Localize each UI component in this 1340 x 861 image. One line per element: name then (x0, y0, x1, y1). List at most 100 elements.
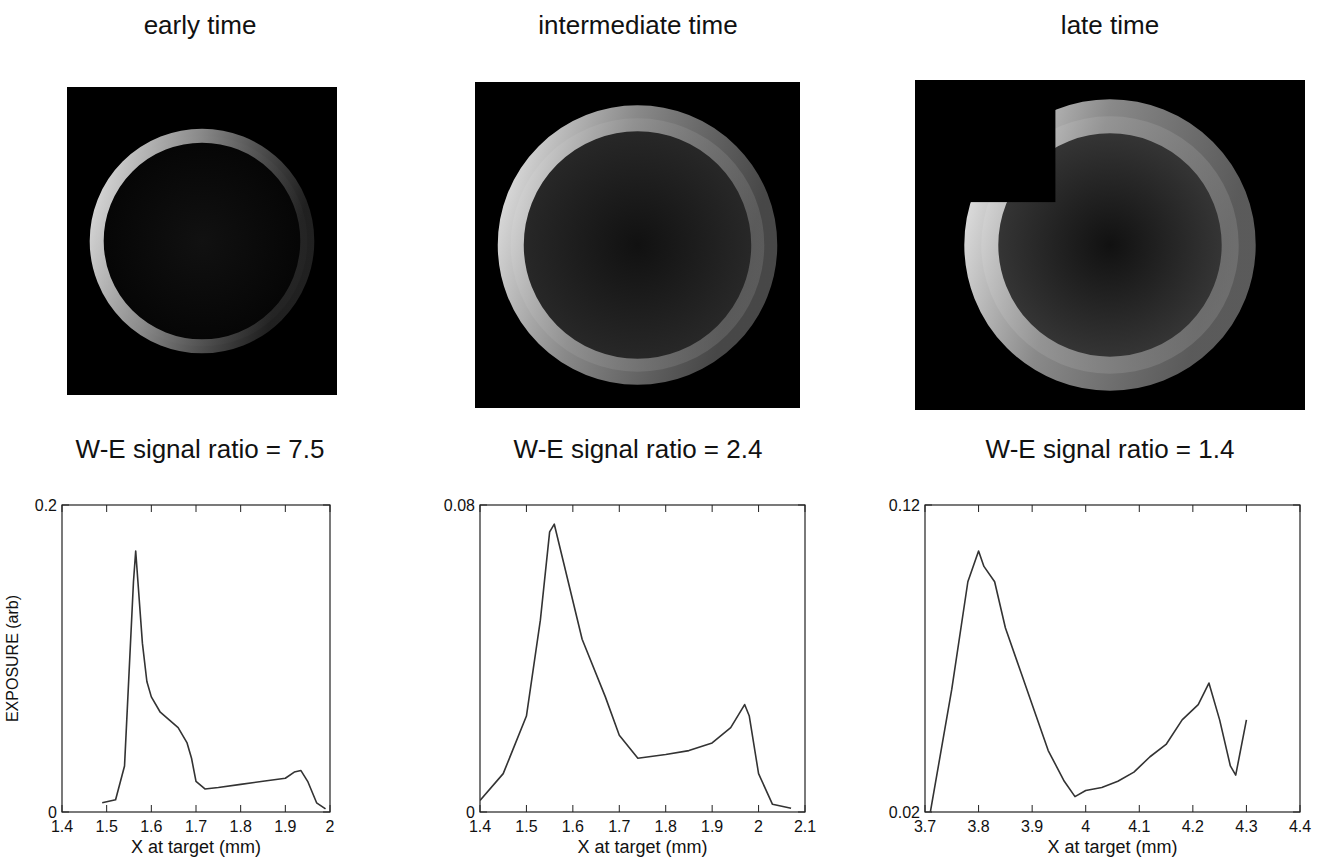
image-ring (511, 118, 765, 372)
plot-frame (480, 505, 805, 812)
x-axis-label: X at target (mm) (131, 837, 261, 857)
x-tick (330, 505, 331, 512)
x-tick-label: 3.9 (1021, 818, 1043, 835)
x-tick-label: 4 (1081, 818, 1090, 835)
x-tick-label: 2.1 (794, 818, 816, 835)
x-tick-label: 1.9 (274, 818, 296, 835)
y-tick (323, 812, 330, 813)
x-tick-label: 4.4 (1289, 818, 1311, 835)
data-line (480, 524, 791, 808)
y-tick-label: 0.12 (889, 497, 920, 514)
x-tick (805, 505, 806, 512)
y-tick (925, 505, 932, 506)
x-tick (240, 805, 241, 812)
x-tick-label: 1.8 (230, 818, 252, 835)
panel-title: intermediate time (538, 10, 737, 40)
panel: late timeW-E signal ratio = 1.43.73.83.9… (889, 10, 1311, 857)
x-tick-label: 1.6 (140, 818, 162, 835)
x-tick-label: 4.1 (1128, 818, 1150, 835)
x-tick-label: 2 (754, 818, 763, 835)
x-tick (805, 805, 806, 812)
annotation: W-E signal ratio = 1.4 (986, 434, 1235, 464)
x-tick (758, 805, 759, 812)
y-tick (1293, 505, 1300, 506)
annotation: W-E signal ratio = 2.4 (514, 434, 763, 464)
x-axis-label: X at target (mm) (1047, 837, 1177, 857)
y-tick-label: 0 (466, 804, 475, 821)
x-tick (665, 505, 666, 512)
x-tick (978, 505, 979, 512)
x-tick (151, 505, 152, 512)
y-tick (62, 505, 69, 506)
x-tick (925, 805, 926, 812)
y-tick-label: 0.08 (444, 497, 475, 514)
x-tick (1032, 805, 1033, 812)
x-tick (285, 805, 286, 812)
x-tick-label: 1.9 (701, 818, 723, 835)
x-tick (572, 805, 573, 812)
panel-title: early time (144, 10, 257, 40)
x-tick (1032, 505, 1033, 512)
x-tick (330, 805, 331, 812)
x-tick (62, 505, 63, 512)
image-background (915, 80, 1305, 410)
x-tick (1300, 505, 1301, 512)
y-tick (798, 505, 805, 506)
y-tick (323, 505, 330, 506)
x-tick (1139, 505, 1140, 512)
x-tick-label: 1.5 (515, 818, 537, 835)
y-tick-label: 0.02 (889, 804, 920, 821)
x-tick (619, 505, 620, 512)
x-tick (758, 505, 759, 512)
y-tick (62, 812, 69, 813)
panel-title: late time (1061, 10, 1159, 40)
image-background (67, 87, 337, 395)
x-tick (196, 805, 197, 812)
plot-area (102, 551, 325, 809)
y-tick (1293, 812, 1300, 813)
x-tick (1192, 805, 1193, 812)
x-tick (572, 505, 573, 512)
plot-area (480, 524, 791, 808)
x-tick (1192, 505, 1193, 512)
x-tick (1246, 505, 1247, 512)
x-tick (526, 505, 527, 512)
x-tick (1300, 805, 1301, 812)
annotation: W-E signal ratio = 7.5 (76, 434, 325, 464)
plot-frame (62, 505, 330, 812)
image-background (475, 82, 800, 408)
x-tick-label: 1.7 (185, 818, 207, 835)
x-tick-label: 3.8 (967, 818, 989, 835)
panel: intermediate time W-E signal ratio = 2.4 1… (444, 10, 816, 857)
x-tick (665, 805, 666, 812)
x-tick (106, 805, 107, 812)
image-ring (97, 136, 308, 347)
figure: early timeW-E signal ratio = 7.51.41.51.… (0, 0, 1340, 861)
x-tick (285, 505, 286, 512)
x-tick (106, 505, 107, 512)
x-tick (62, 805, 63, 812)
x-tick (1085, 505, 1086, 512)
x-tick (978, 805, 979, 812)
x-tick-label: 1.5 (96, 818, 118, 835)
x-tick (1085, 805, 1086, 812)
x-tick (240, 505, 241, 512)
x-tick-label: 1.8 (655, 818, 677, 835)
x-tick (1246, 805, 1247, 812)
plot-frame (925, 505, 1300, 812)
y-tick (480, 505, 487, 506)
x-tick (196, 505, 197, 512)
x-tick-label: 4.2 (1182, 818, 1204, 835)
data-line (102, 551, 325, 809)
image-disc (97, 136, 308, 347)
x-tick (619, 805, 620, 812)
image-notch (915, 80, 1055, 202)
data-line (930, 551, 1246, 812)
y-tick-label: 0 (48, 804, 57, 821)
y-tick (480, 812, 487, 813)
x-tick (712, 505, 713, 512)
x-tick (925, 505, 926, 512)
x-tick (480, 805, 481, 812)
y-axis-label: EXPOSURE (arb) (4, 595, 21, 722)
x-tick (151, 805, 152, 812)
